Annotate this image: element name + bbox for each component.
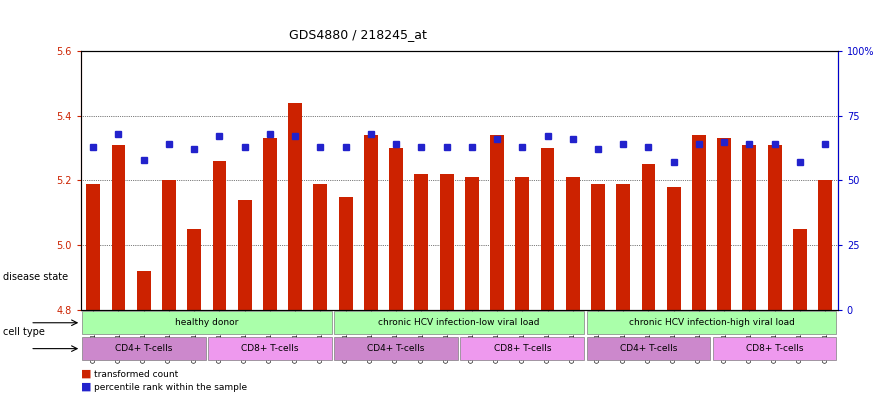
Bar [667,187,681,310]
Bar [768,145,781,310]
Text: disease state: disease state [3,272,68,282]
Bar [540,148,555,310]
Text: healthy donor: healthy donor [175,318,238,327]
Text: chronic HCV infection-low viral load: chronic HCV infection-low viral load [378,318,540,327]
Bar [162,180,176,310]
FancyBboxPatch shape [713,337,837,360]
FancyBboxPatch shape [334,311,584,334]
Bar [263,138,277,310]
Bar [440,174,453,310]
Text: GDS4880 / 218245_at: GDS4880 / 218245_at [289,28,427,41]
Bar [566,177,580,310]
Bar [718,138,731,310]
Text: CD4+ T-cells: CD4+ T-cells [620,344,677,353]
Bar [793,229,806,310]
Bar [415,174,428,310]
Bar [465,177,478,310]
Bar [237,200,252,310]
Bar [490,135,504,310]
FancyBboxPatch shape [334,337,458,360]
Bar [112,145,125,310]
Bar [389,148,403,310]
Bar [364,135,378,310]
FancyBboxPatch shape [208,337,332,360]
Text: CD8+ T-cells: CD8+ T-cells [241,344,298,353]
Bar [137,271,151,310]
Text: CD8+ T-cells: CD8+ T-cells [494,344,551,353]
Bar [314,184,327,310]
Bar [616,184,630,310]
FancyBboxPatch shape [587,311,837,334]
Text: transformed count: transformed count [94,370,178,378]
Text: cell type: cell type [3,327,45,337]
Text: chronic HCV infection-high viral load: chronic HCV infection-high viral load [629,318,795,327]
Bar [212,161,227,310]
FancyBboxPatch shape [82,311,332,334]
Bar [289,103,302,310]
FancyBboxPatch shape [82,337,205,360]
Bar [339,196,352,310]
Bar [515,177,530,310]
Bar [818,180,832,310]
Bar [642,164,655,310]
Bar [591,184,605,310]
Bar [187,229,201,310]
Text: CD8+ T-cells: CD8+ T-cells [745,344,804,353]
Text: CD4+ T-cells: CD4+ T-cells [115,344,172,353]
Text: ■: ■ [81,382,91,392]
Text: ■: ■ [81,369,91,379]
Bar [692,135,706,310]
Bar [743,145,756,310]
FancyBboxPatch shape [587,337,711,360]
Text: percentile rank within the sample: percentile rank within the sample [94,383,247,391]
Bar [86,184,100,310]
FancyBboxPatch shape [461,337,584,360]
Text: CD4+ T-cells: CD4+ T-cells [367,344,425,353]
